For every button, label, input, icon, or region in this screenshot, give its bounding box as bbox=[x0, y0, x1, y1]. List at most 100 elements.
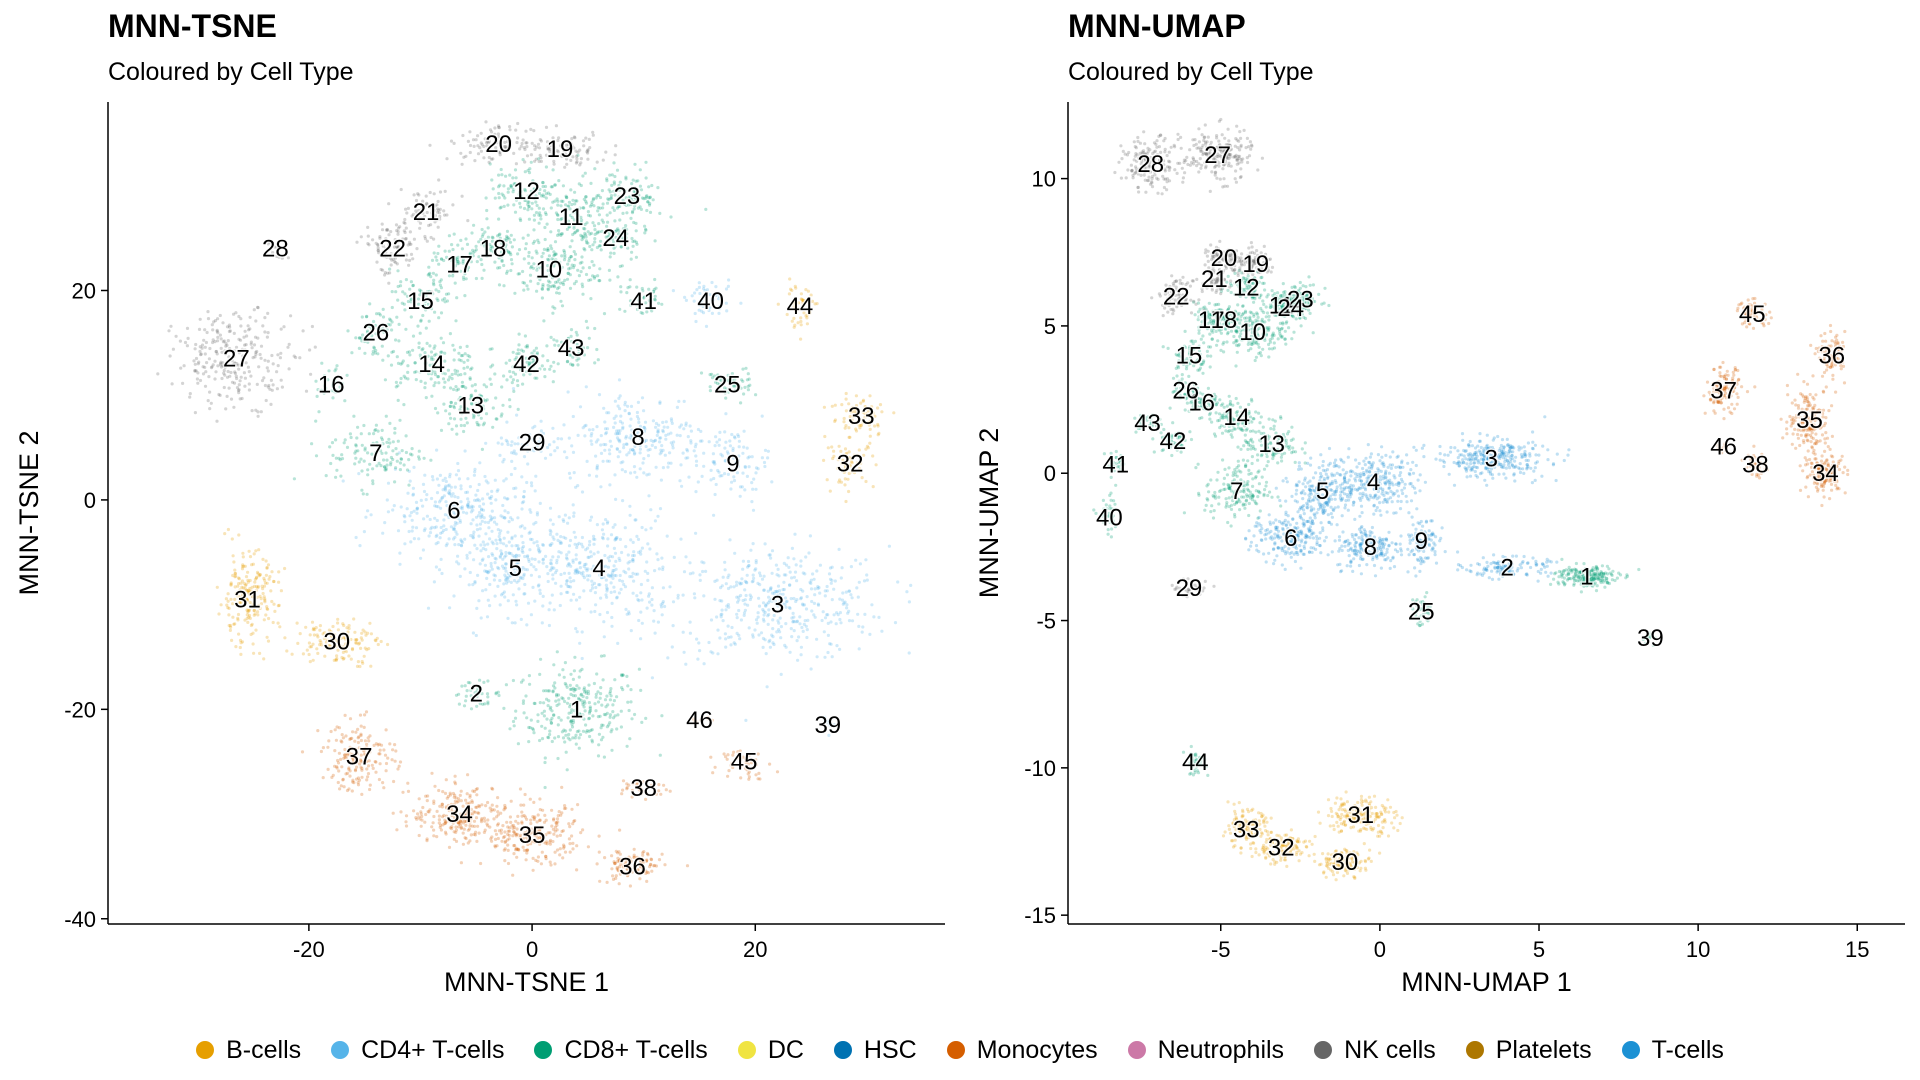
data-point bbox=[404, 226, 408, 230]
data-point bbox=[475, 704, 479, 708]
data-point bbox=[379, 449, 383, 453]
data-point bbox=[754, 618, 759, 622]
data-point bbox=[594, 585, 598, 590]
data-point bbox=[637, 420, 641, 424]
data-point bbox=[539, 862, 544, 866]
data-point bbox=[405, 211, 409, 215]
data-point bbox=[419, 498, 423, 502]
data-point bbox=[497, 217, 501, 221]
data-point bbox=[527, 217, 532, 221]
data-point bbox=[196, 362, 200, 366]
data-point bbox=[715, 615, 719, 619]
data-point bbox=[502, 536, 506, 540]
data-point bbox=[387, 245, 391, 249]
data-point bbox=[255, 349, 259, 354]
data-point bbox=[844, 590, 848, 594]
data-point bbox=[639, 549, 643, 553]
data-point bbox=[418, 216, 423, 220]
data-point bbox=[494, 691, 498, 695]
data-point bbox=[395, 459, 399, 463]
cluster-points-11 bbox=[527, 153, 617, 259]
data-point bbox=[624, 442, 629, 446]
data-point bbox=[218, 313, 222, 318]
data-point bbox=[466, 497, 470, 501]
data-point bbox=[632, 200, 636, 204]
data-point bbox=[616, 188, 620, 192]
data-point bbox=[654, 421, 659, 426]
data-point bbox=[488, 128, 493, 132]
data-point bbox=[762, 609, 766, 613]
data-point bbox=[597, 279, 601, 283]
data-point bbox=[736, 600, 740, 604]
data-point bbox=[415, 247, 419, 251]
data-point bbox=[391, 508, 395, 512]
data-point bbox=[635, 534, 639, 539]
data-point bbox=[598, 206, 602, 210]
data-point bbox=[504, 562, 508, 566]
data-point bbox=[580, 238, 584, 242]
data-point bbox=[396, 384, 400, 388]
data-point bbox=[449, 525, 453, 529]
data-point bbox=[601, 206, 605, 210]
data-point bbox=[418, 226, 422, 230]
data-point bbox=[595, 160, 599, 164]
data-point bbox=[602, 712, 607, 717]
data-point bbox=[726, 472, 731, 476]
data-point bbox=[846, 611, 850, 615]
data-point bbox=[569, 719, 573, 723]
data-point bbox=[186, 336, 190, 340]
data-point bbox=[504, 554, 508, 558]
data-point bbox=[558, 853, 562, 857]
data-point bbox=[799, 564, 803, 568]
data-point bbox=[553, 252, 558, 256]
data-point bbox=[736, 458, 741, 462]
data-point bbox=[644, 438, 649, 442]
data-point bbox=[520, 501, 525, 505]
data-point bbox=[585, 729, 589, 733]
data-point bbox=[678, 425, 682, 429]
data-point bbox=[711, 452, 716, 456]
data-point bbox=[633, 239, 637, 243]
data-point bbox=[430, 208, 434, 212]
data-point bbox=[420, 348, 424, 352]
data-point bbox=[583, 434, 587, 438]
data-point bbox=[477, 499, 482, 503]
data-point bbox=[627, 411, 631, 415]
data-point bbox=[483, 230, 487, 234]
data-point bbox=[578, 148, 582, 152]
data-point bbox=[597, 213, 602, 217]
data-point bbox=[508, 173, 512, 177]
data-point bbox=[664, 420, 668, 424]
data-point bbox=[750, 580, 754, 584]
data-point bbox=[650, 597, 654, 602]
data-point bbox=[553, 850, 557, 854]
data-point bbox=[620, 264, 624, 268]
data-point bbox=[655, 552, 659, 556]
data-point bbox=[691, 571, 695, 575]
data-point bbox=[778, 598, 782, 603]
data-point bbox=[620, 468, 624, 472]
data-point bbox=[510, 535, 514, 539]
data-point bbox=[436, 225, 440, 229]
data-point bbox=[566, 564, 570, 568]
data-point bbox=[632, 847, 636, 851]
data-point bbox=[231, 554, 235, 558]
data-point bbox=[565, 553, 569, 557]
data-point bbox=[269, 402, 273, 406]
data-point bbox=[526, 200, 530, 204]
data-point bbox=[354, 456, 358, 460]
data-point bbox=[543, 785, 547, 790]
data-point bbox=[528, 548, 532, 552]
data-point bbox=[353, 638, 357, 642]
data-point bbox=[594, 440, 599, 444]
data-point bbox=[756, 611, 760, 615]
data-point bbox=[488, 537, 492, 541]
data-point bbox=[520, 568, 524, 572]
data-point bbox=[676, 593, 680, 597]
data-point bbox=[618, 573, 622, 578]
data-point bbox=[534, 520, 538, 525]
data-point bbox=[805, 635, 809, 640]
data-point bbox=[647, 196, 651, 200]
data-point bbox=[534, 182, 538, 186]
data-point bbox=[369, 513, 373, 517]
